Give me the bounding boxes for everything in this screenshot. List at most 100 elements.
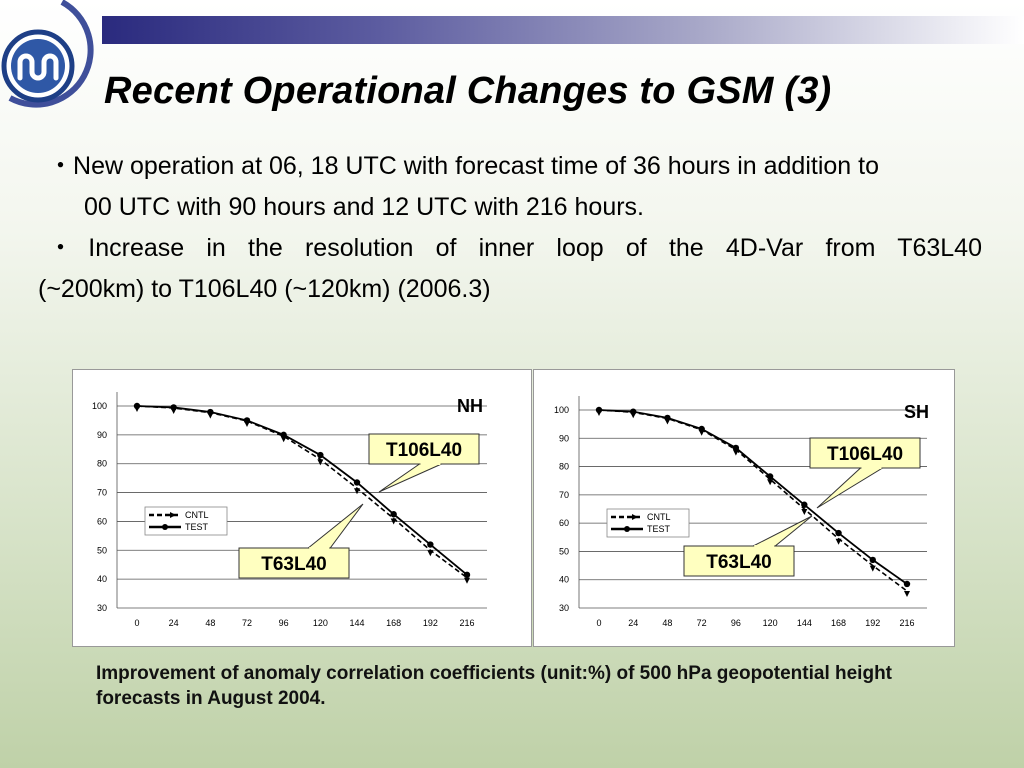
panel-label: NH bbox=[457, 396, 483, 416]
data-point-cntl bbox=[464, 577, 470, 584]
data-point-test bbox=[390, 511, 397, 518]
data-point-test bbox=[869, 556, 876, 564]
x-tick-label: 24 bbox=[169, 618, 179, 628]
data-point-cntl bbox=[317, 459, 324, 466]
y-tick-label: 40 bbox=[97, 574, 107, 584]
callout-pointer bbox=[752, 515, 813, 547]
data-point-test bbox=[353, 479, 361, 486]
data-point-cntl bbox=[732, 449, 739, 456]
data-point-cntl bbox=[427, 550, 434, 557]
data-point-test bbox=[463, 571, 471, 579]
y-tick-label: 100 bbox=[92, 401, 107, 411]
y-tick-label: 80 bbox=[97, 459, 107, 469]
legend-marker bbox=[170, 512, 176, 518]
callout-pointer bbox=[306, 503, 364, 549]
legend-label: TEST bbox=[647, 524, 671, 534]
data-point-cntl bbox=[904, 591, 910, 598]
title-accent-bar bbox=[102, 16, 1024, 44]
sh-chart: 100 90 80 70 60 50 40 30 0 24 48 72 96 120 144 168 192 21… bbox=[554, 396, 929, 628]
callout-label: T106L40 bbox=[827, 444, 903, 465]
data-point-test bbox=[243, 417, 251, 424]
x-tick-label: 192 bbox=[423, 618, 438, 628]
series-line-test bbox=[598, 409, 908, 585]
bullet-text-continued: (~200km) to T106L40 (~120km) (2006.3) bbox=[38, 275, 491, 303]
y-tick-label: 60 bbox=[559, 518, 569, 528]
y-tick-label: 80 bbox=[559, 462, 569, 472]
data-point-cntl bbox=[354, 488, 360, 495]
x-tick-label: 168 bbox=[386, 618, 401, 628]
data-point-test bbox=[835, 529, 842, 537]
legend-marker bbox=[632, 514, 638, 520]
x-tick-label: 48 bbox=[205, 618, 215, 628]
data-point-test bbox=[732, 444, 740, 452]
y-tick-label: 100 bbox=[554, 405, 569, 415]
data-point-test bbox=[630, 408, 637, 415]
x-tick-label: 216 bbox=[899, 618, 914, 628]
x-tick-label: 24 bbox=[628, 618, 638, 628]
y-tick-label: 70 bbox=[97, 488, 107, 498]
x-tick-label: 0 bbox=[596, 618, 601, 628]
x-tick-label: 144 bbox=[349, 618, 364, 628]
slide-title: Recent Operational Changes to GSM (3) bbox=[104, 70, 832, 112]
x-tick-label: 72 bbox=[242, 618, 252, 628]
data-point-cntl bbox=[835, 538, 842, 545]
data-point-test bbox=[280, 431, 287, 439]
x-tick-label: 120 bbox=[763, 618, 778, 628]
organization-logo bbox=[1, 0, 94, 108]
panel-label: SH bbox=[904, 402, 929, 422]
legend-label: TEST bbox=[185, 522, 209, 532]
series-line-test bbox=[136, 405, 468, 576]
callout-label: T63L40 bbox=[706, 552, 771, 573]
data-point-test bbox=[133, 402, 141, 410]
bullet-item: ・Increase in the resolution of inner loo… bbox=[38, 228, 982, 310]
data-point-test bbox=[698, 425, 705, 433]
data-point-test bbox=[427, 541, 434, 548]
data-point-cntl bbox=[390, 518, 397, 525]
y-tick-label: 90 bbox=[97, 430, 107, 440]
bullet-text-continued: 00 UTC with 90 hours and 12 UTC with 216… bbox=[84, 193, 644, 221]
y-tick-label: 90 bbox=[559, 433, 569, 443]
bullet-item: ・New operation at 06, 18 UTC with foreca… bbox=[38, 146, 982, 228]
data-point-test bbox=[207, 408, 214, 416]
y-tick-label: 30 bbox=[97, 603, 107, 613]
y-tick-label: 70 bbox=[559, 490, 569, 500]
data-point-cntl bbox=[280, 436, 287, 443]
bullet-list: ・New operation at 06, 18 UTC with foreca… bbox=[38, 146, 982, 310]
bullet-text: Increase in the resolution of inner loop… bbox=[88, 234, 982, 262]
legend-label: CNTL bbox=[185, 510, 209, 520]
data-point-cntl bbox=[767, 479, 774, 486]
figure-caption: Improvement of anomaly correlation coeff… bbox=[96, 663, 892, 709]
legend-box bbox=[606, 508, 690, 538]
x-tick-label: 72 bbox=[697, 618, 707, 628]
series-line-cntl bbox=[136, 405, 468, 579]
bullet-text: New operation at 06, 18 UTC with forecas… bbox=[73, 152, 879, 180]
y-tick-label: 30 bbox=[559, 603, 569, 613]
callout-label: T63L40 bbox=[261, 554, 326, 575]
data-point-test bbox=[766, 473, 774, 480]
x-tick-label: 144 bbox=[797, 618, 812, 628]
x-tick-label: 48 bbox=[662, 618, 672, 628]
data-point-test bbox=[595, 406, 603, 414]
x-tick-label: 0 bbox=[134, 618, 139, 628]
data-point-test bbox=[664, 414, 671, 422]
x-tick-label: 120 bbox=[313, 618, 328, 628]
data-point-test bbox=[170, 404, 177, 411]
data-point-cntl bbox=[869, 565, 876, 572]
legend-marker bbox=[624, 526, 630, 532]
callout-pointer bbox=[816, 467, 885, 509]
bullet-marker: ・ bbox=[48, 152, 74, 180]
nh-chart: 100 90 80 70 60 50 40 30 0 24 48 72 96 120 144 168 192 21… bbox=[92, 392, 487, 628]
x-tick-label: 216 bbox=[459, 618, 474, 628]
y-tick-label: 50 bbox=[97, 545, 107, 555]
callout-box bbox=[238, 547, 350, 579]
x-tick-label: 192 bbox=[865, 618, 880, 628]
callout-box bbox=[368, 433, 480, 465]
y-tick-label: 40 bbox=[559, 575, 569, 585]
sh-chart-panel: 100 90 80 70 60 50 40 30 0 24 48 72 96 120 144 168 192 21… bbox=[533, 369, 955, 647]
callout-box bbox=[683, 545, 795, 577]
legend-label: CNTL bbox=[647, 512, 671, 522]
callout-pointer bbox=[378, 463, 442, 493]
data-point-test bbox=[903, 580, 911, 588]
data-point-test bbox=[317, 451, 324, 459]
legend-marker bbox=[162, 524, 168, 530]
